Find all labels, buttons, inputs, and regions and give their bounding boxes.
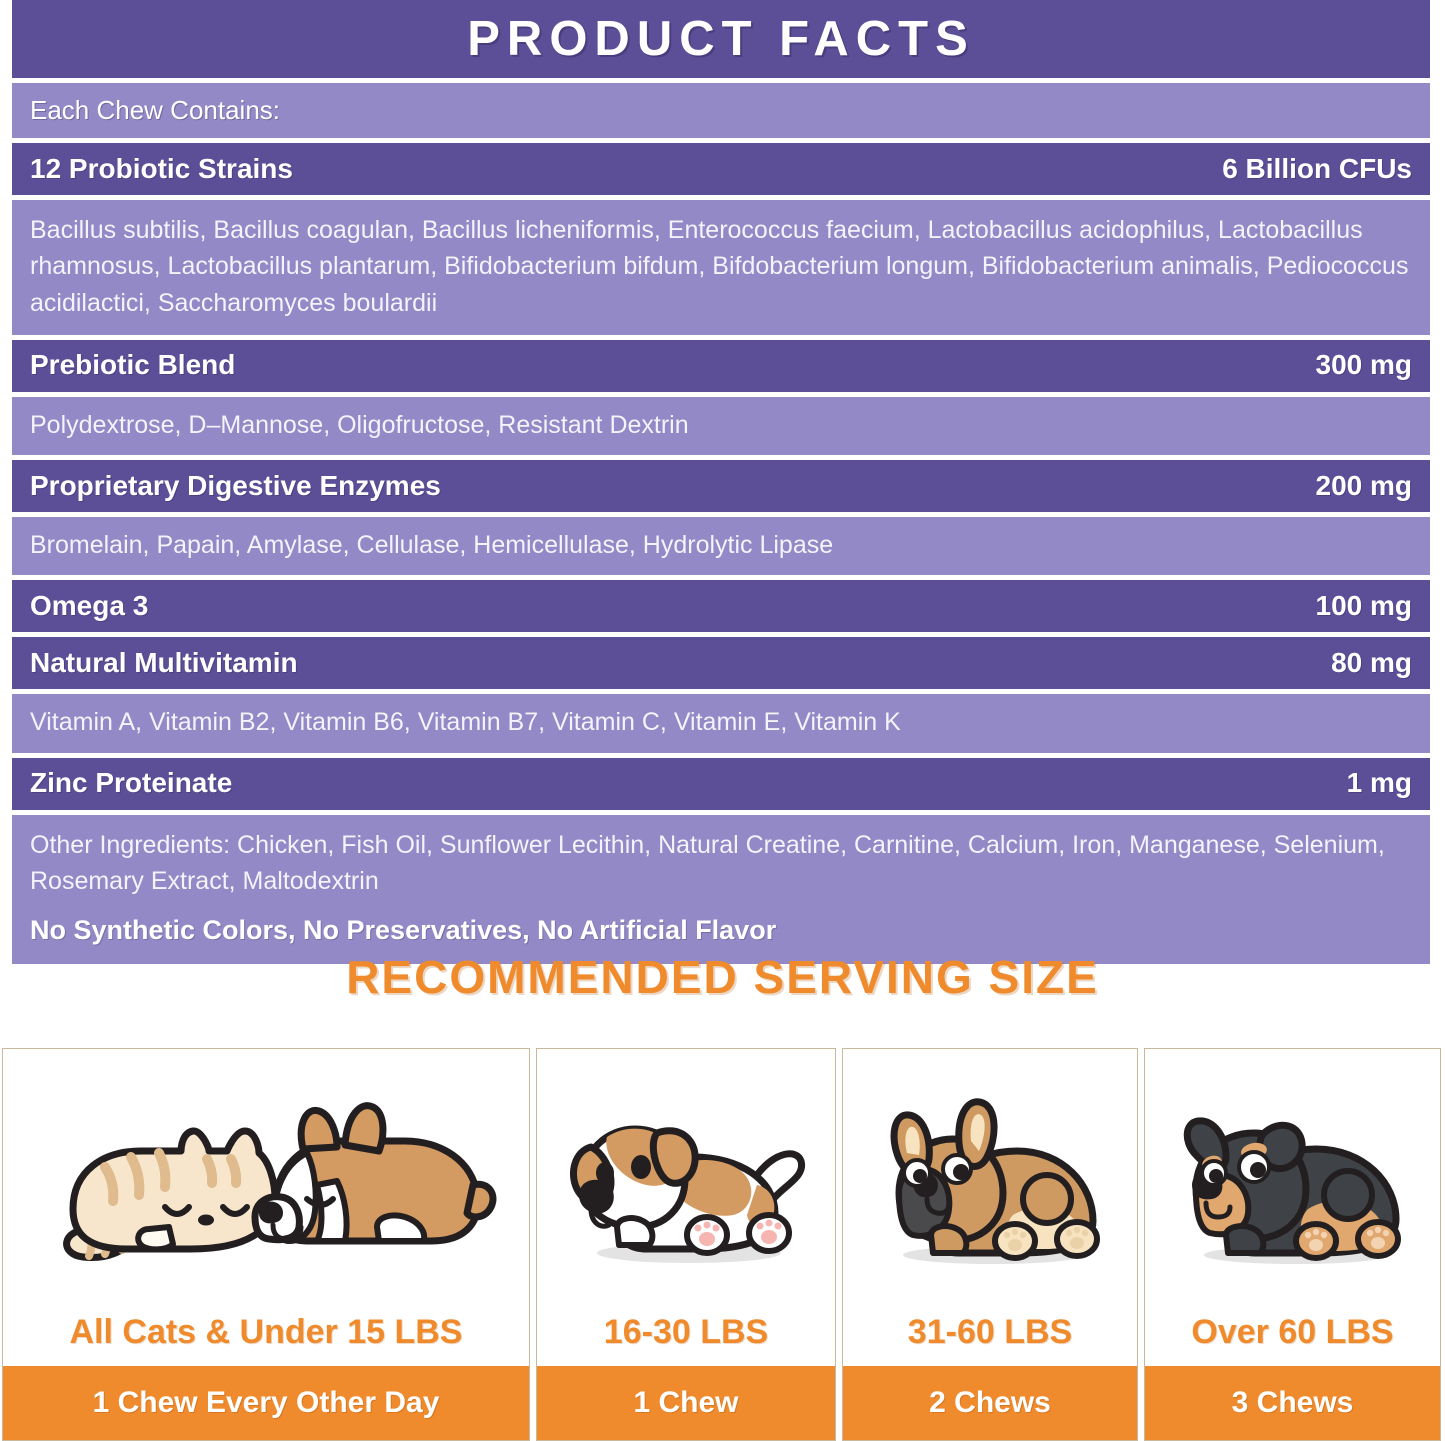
multivitamin-detail: Vitamin A, Vitamin B2, Vitamin B6, Vitam…: [12, 694, 1430, 753]
french-bulldog-illustration: [843, 1049, 1137, 1313]
product-facts-panel: PRODUCT FACTS Each Chew Contains: 12 Pro…: [12, 0, 1430, 965]
row-label: Omega 3: [30, 589, 149, 621]
weight-range-label: 31-60 LBS: [907, 1313, 1073, 1351]
row-amount: 1 mg: [1346, 767, 1412, 799]
table-row-zinc-proteinate: Zinc Proteinate 1 mg: [12, 757, 1430, 810]
row-label: 12 Probiotic Strains: [30, 152, 293, 184]
dose-label: 1 Chew Every Other Day: [3, 1366, 529, 1440]
row-amount: 300 mg: [1315, 349, 1413, 381]
serving-card-16-30: 16-30 LBS 1 Chew: [536, 1048, 836, 1441]
table-row-probiotic-strains: 12 Probiotic Strains 6 Billion CFUs: [12, 143, 1430, 195]
dose-label: 3 Chews: [1145, 1366, 1440, 1440]
row-amount: 200 mg: [1315, 469, 1413, 501]
rottweiler-illustration: [1145, 1049, 1440, 1313]
serving-card-all-cats-under-15: All Cats & Under 15 LBS 1 Chew Every Oth…: [2, 1048, 530, 1441]
row-label: Zinc Proteinate: [30, 767, 233, 799]
serving-size-cards: All Cats & Under 15 LBS 1 Chew Every Oth…: [2, 1048, 1443, 1441]
dose-label: 2 Chews: [843, 1366, 1137, 1440]
no-additives-claim: No Synthetic Colors, No Preservatives, N…: [30, 915, 777, 945]
probiotic-strains-detail: Bacillus subtilis, Bacillus coagulan, Ba…: [12, 200, 1430, 335]
serving-card-31-60: 31-60 LBS 2 Chews: [842, 1048, 1138, 1441]
digestive-enzymes-detail: Bromelain, Papain, Amylase, Cellulase, H…: [12, 517, 1430, 576]
weight-range-label: Over 60 LBS: [1191, 1313, 1394, 1351]
product-facts-title-bar: PRODUCT FACTS: [12, 0, 1430, 78]
serving-card-over-60: Over 60 LBS 3 Chews: [1144, 1048, 1441, 1441]
row-amount: 80 mg: [1331, 646, 1412, 678]
weight-range-label: 16-30 LBS: [603, 1313, 769, 1351]
serving-size-title: RECOMMENDED SERVING SIZE: [346, 951, 1099, 1003]
row-amount: 100 mg: [1315, 589, 1413, 621]
table-row-omega-3: Omega 3 100 mg: [12, 580, 1430, 633]
dose-label: 1 Chew: [537, 1366, 835, 1440]
row-label: Natural Multivitamin: [30, 646, 298, 678]
weight-range-label: All Cats & Under 15 LBS: [69, 1313, 463, 1351]
row-amount: 6 Billion CFUs: [1222, 152, 1412, 184]
table-row-prebiotic-blend: Prebiotic Blend 300 mg: [12, 339, 1430, 392]
table-row-natural-multivitamin: Natural Multivitamin 80 mg: [12, 637, 1430, 690]
other-ingredients-text: Other Ingredients: Chicken, Fish Oil, Su…: [30, 830, 1385, 895]
table-row-digestive-enzymes: Proprietary Digestive Enzymes 200 mg: [12, 460, 1430, 512]
beagle-illustration: [537, 1049, 835, 1313]
each-chew-contains-row: Each Chew Contains:: [12, 83, 1430, 138]
row-label: Prebiotic Blend: [30, 349, 236, 381]
page-title: PRODUCT FACTS: [467, 11, 975, 66]
prebiotic-blend-detail: Polydextrose, D–Mannose, Oligofructose, …: [12, 396, 1430, 455]
row-label: Proprietary Digestive Enzymes: [30, 469, 441, 501]
each-chew-contains-label: Each Chew Contains:: [30, 95, 281, 126]
other-ingredients-block: Other Ingredients: Chicken, Fish Oil, Su…: [12, 814, 1430, 965]
cat-and-corgi-illustration: [3, 1049, 529, 1313]
